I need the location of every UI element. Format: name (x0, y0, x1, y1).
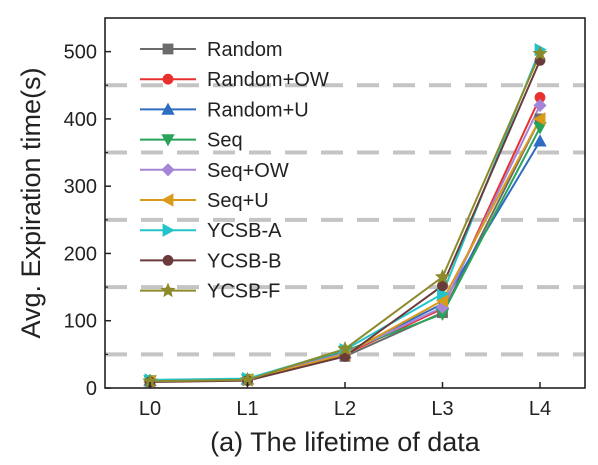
legend-label: Random (207, 39, 283, 61)
legend-marker (162, 73, 174, 85)
x-tick-label: L0 (139, 398, 161, 420)
data-point (437, 280, 448, 292)
y-tick-label: 500 (64, 42, 97, 64)
x-tick-label: L2 (334, 398, 356, 420)
data-point (533, 98, 547, 113)
y-axis: 0 100 200 300 400 500 (64, 42, 111, 400)
data-point (337, 340, 353, 356)
legend-marker (161, 102, 175, 115)
y-tick-label: 200 (64, 243, 97, 265)
data-point (532, 45, 548, 61)
x-tick-label: L3 (431, 398, 453, 420)
x-axis-title: (a) The lifetime of data (210, 427, 481, 457)
legend-marker (161, 193, 174, 207)
legend-label: YCSB-A (207, 220, 282, 242)
legend-marker (161, 134, 175, 147)
y-tick-label: 100 (64, 311, 97, 333)
legend-label: Seq (207, 130, 243, 152)
legend-marker (160, 282, 176, 298)
legend: Random Random+OW Random+U Seq Seq+OW Seq+U YCS… (140, 39, 329, 303)
y-tick-label: 300 (64, 176, 97, 198)
series-markers (142, 42, 548, 388)
legend-label: YCSB-B (207, 250, 281, 272)
data-point (533, 134, 547, 147)
legend-marker (161, 163, 175, 177)
y-axis-title: Avg. Expiration time(s) (16, 67, 46, 338)
x-tick-label: L1 (236, 398, 258, 420)
legend-label: Random+OW (207, 69, 329, 91)
legend-label: Random+U (207, 99, 309, 121)
legend-label: Seq+U (207, 190, 269, 212)
y-tick-label: 400 (64, 109, 97, 131)
x-axis: L0 L1 L2 L3 L4 (139, 382, 551, 420)
y-tick-label: 0 (86, 378, 97, 400)
legend-marker (162, 43, 174, 55)
plot-frame (104, 17, 586, 389)
legend-marker (162, 223, 175, 237)
x-tick-label: L4 (529, 398, 551, 420)
data-point (434, 268, 451, 284)
legend-marker (162, 254, 174, 266)
legend-label: YCSB-F (207, 281, 280, 303)
data-point (533, 112, 546, 126)
data-point (533, 122, 547, 135)
reference-lines (105, 83, 585, 357)
legend-label: Seq+OW (207, 160, 289, 182)
